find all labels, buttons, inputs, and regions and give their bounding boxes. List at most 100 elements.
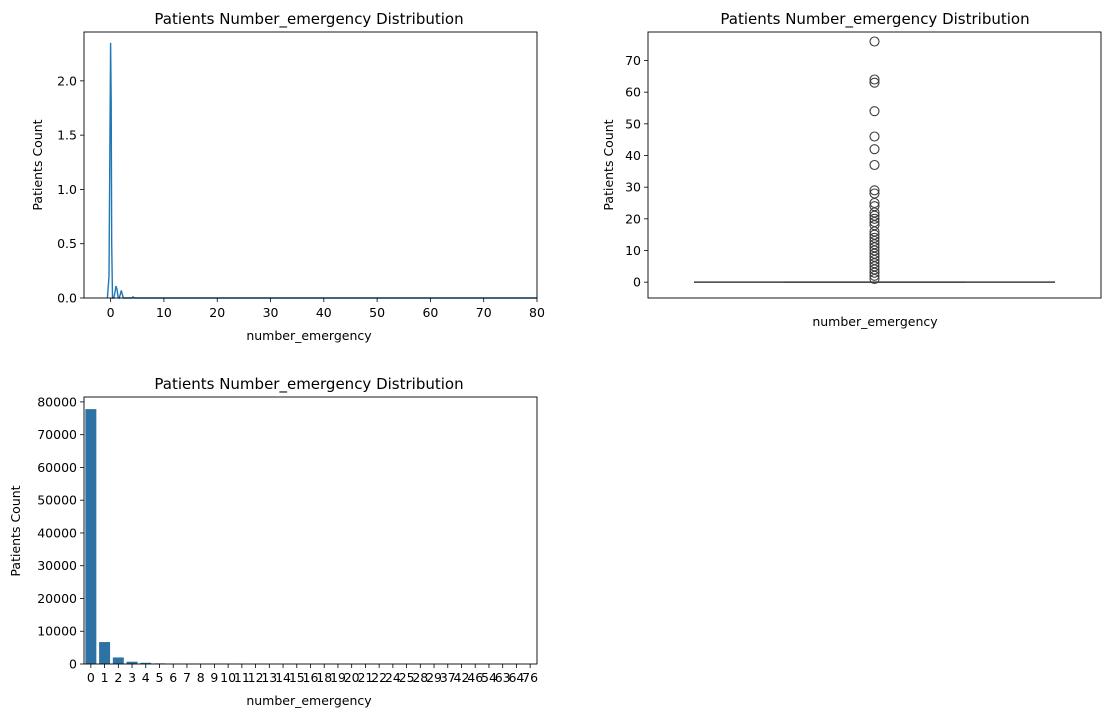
bar-x-tick-label: 42 [454,670,470,685]
boxplot-marks [694,36,1055,285]
bar-y-tick-label: 40000 [37,525,77,540]
bar-x-tick-label: 5 [156,670,164,685]
outlier-point [869,213,880,224]
kde-x-tick-label: 0 [107,305,115,320]
bar-x-tick-label: 15 [289,670,305,685]
bar [85,409,97,664]
bar-subplot: Patients Number_emergency Distribution 0… [8,375,538,708]
bar-x-tick-label: 4 [142,670,150,685]
bar-x-tick-label: 24 [385,670,401,685]
kde-y-tick-label: 2.0 [57,73,77,88]
bar-x-ticks: 0 1 2 3 4 5 6 7 8 9 101112131415161819202122242528… [87,664,538,685]
bar-y-tick-label: 20000 [37,591,77,606]
bar-x-tick-label: 7 [183,670,191,685]
bar-x-tick-label: 19 [330,670,346,685]
boxplot-y-tick-label: 60 [625,85,641,100]
kde-x-tick-label: 60 [422,305,438,320]
bar-y-tick-label: 0 [69,657,77,672]
bar-x-tick-label: 6 [169,670,177,685]
bar-y-tick-label: 70000 [37,427,77,442]
kde-x-tick-label: 10 [156,305,172,320]
outlier-point [869,232,880,243]
kde-y-tick-label: 1.0 [57,182,77,197]
bar-x-tick-label: 16 [303,670,319,685]
bar-x-tick-label: 25 [399,670,415,685]
bar-x-tick-label: 12 [248,670,264,685]
bar-x-tick-label: 63 [495,670,511,685]
bar-x-tick-label: 64 [508,670,524,685]
outlier-point [869,106,880,117]
boxplot-y-tick-label: 20 [625,211,641,226]
bar-x-tick-label: 29 [426,670,442,685]
bar-x-tick-label: 20 [344,670,360,685]
bar-x-tick-label: 54 [481,670,497,685]
bar-x-tick-label: 0 [87,670,95,685]
bar [126,661,138,664]
kde-x-tick-label: 80 [529,305,545,320]
bar-y-tick-label: 60000 [37,460,77,475]
outlier-point [869,159,880,171]
boxplot-y-tick-label: 40 [625,148,641,163]
bar-title: Patients Number_emergency Distribution [154,375,463,394]
kde-subplot: Patients Number_emergency Distribution 0… [30,10,545,343]
outlier-point [869,36,880,47]
kde-x-label: number_emergency [246,328,372,343]
outlier-point [869,185,880,196]
kde-y-tick-label: 0.0 [57,291,77,306]
bar-x-tick-label: 1 [101,670,109,685]
bar-x-tick-label: 18 [316,670,332,685]
bar-x-tick-label: 14 [275,670,291,685]
boxplot-y-tick-label: 70 [625,53,641,68]
kde-x-tick-label: 30 [263,305,279,320]
bar [99,642,111,664]
bar-x-tick-label: 3 [128,670,136,685]
bar-x-tick-label: 9 [210,670,218,685]
boxplot-y-tick-label: 50 [625,116,641,131]
bar-axes-frame [83,396,538,665]
bar-x-tick-label: 37 [440,670,456,685]
kde-marks [106,42,537,300]
boxplot-axes-frame [647,31,1102,299]
bar-x-tick-label: 76 [522,670,538,685]
boxplot-y-tick-label: 30 [625,180,641,195]
kde-y-tick-label: 1.5 [57,128,77,143]
bar-x-tick-label: 11 [234,670,250,685]
boxplot-x-label: number_emergency [812,314,938,329]
outlier-point [869,144,880,155]
boxplot-subplot: Patients Number_emergency Distribution 0… [601,10,1102,329]
outlier-point [869,74,880,85]
boxplot-y-tick-label: 0 [633,275,641,290]
bar-x-tick-label: 8 [197,670,205,685]
kde-x-tick-label: 70 [476,305,492,320]
kde-x-tick-label: 40 [316,305,332,320]
kde-axes-frame [83,31,538,299]
kde-x-ticks: 0 10 20 30 40 50 60 70 80 [107,298,545,320]
bar-y-label: Patients Count [8,485,23,576]
kde-x-tick-label: 20 [209,305,225,320]
bar-x-tick-label: 28 [412,670,428,685]
outlier-point [869,188,880,199]
bar [140,662,152,664]
bar-x-tick-label: 2 [114,670,122,685]
bar-y-ticks: 0 10000 20000 30000 40000 50000 60000 70000 8000… [37,394,84,672]
bar [112,657,124,664]
kde-title: Patients Number_emergency Distribution [154,10,463,29]
boxplot-title: Patients Number_emergency Distribution [720,10,1029,29]
kde-y-tick-label: 0.5 [57,236,77,251]
bar-y-tick-label: 80000 [37,394,77,409]
kde-x-tick-label: 50 [369,305,385,320]
bar-x-tick-label: 10 [220,670,236,685]
bar-marks [85,409,385,664]
boxplot-y-ticks: 0 10 20 30 40 50 60 70 [625,53,648,290]
bar-x-tick-label: 21 [357,670,373,685]
boxplot-y-label: Patients Count [601,119,616,210]
kde-line [106,42,537,300]
outlier-point [869,131,880,142]
bar-x-label: number_emergency [246,693,372,708]
outlier-point [869,77,880,88]
bar-y-tick-label: 30000 [37,558,77,573]
outlier-point [869,201,880,212]
bar-y-tick-label: 50000 [37,493,77,508]
bar-x-tick-label: 22 [371,670,387,685]
